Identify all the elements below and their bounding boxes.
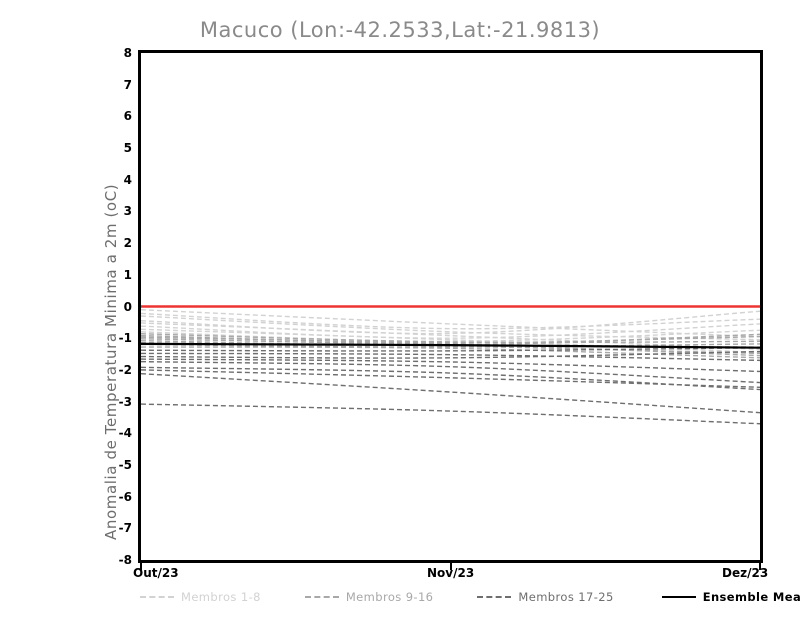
y-tick-label: -3 [118,394,132,409]
x-tick-mark [759,563,761,570]
legend-label: Membros 17-25 [518,590,614,604]
ensemble-member-line [141,348,760,351]
legend-label: Membros 9-16 [345,590,434,604]
legend-color-swatch [140,596,174,598]
y-tick-label: 3 [123,204,132,219]
x-tick-label: Out/23 [133,566,179,580]
ensemble-member-line [141,353,760,360]
ensemble-member-line [141,324,760,338]
ensemble-member-line [141,362,760,383]
plot-area [138,50,763,563]
ensemble-member-line [141,334,760,343]
y-tick-label: 6 [123,109,132,124]
y-tick-label: -6 [118,489,132,504]
x-tick-mark [449,563,452,570]
ensemble-member-line [141,313,760,328]
ensemble-member-line [141,404,760,424]
x-tick-label: Dez/23 [722,566,769,580]
ensemble-member-line [141,311,760,333]
chart-title: Macuco (Lon:-42.2533,Lat:-21.9813) [199,18,601,42]
legend-color-swatch [661,596,696,598]
ensemble-member-line [141,344,760,347]
ensemble-member-line [141,347,760,358]
series-canvas [141,53,760,560]
legend-color-swatch [477,596,512,598]
y-tick-label: -5 [118,457,132,472]
legend-color-swatch [304,596,339,598]
ensemble-member-line [141,330,760,341]
legend-item[interactable]: Membros 17-25 [477,590,613,604]
y-tick-label: 8 [123,46,132,60]
y-tick-label: -7 [118,521,132,536]
y-tick-label: 5 [123,141,132,156]
y-tick-label: -4 [118,426,132,441]
y-tick-label: -2 [118,362,132,377]
x-tick-mark [140,563,142,570]
y-tick-label: 7 [123,77,132,92]
legend-label: Membros 1-8 [181,590,261,604]
ensemble-member-line [141,351,760,358]
legend-item[interactable]: Membros 9-16 [304,590,434,604]
ensemble-member-line [141,370,760,387]
y-tick-label: 2 [123,236,132,251]
ensemble-member-line [141,374,760,413]
legend-item[interactable]: Ensemble Mean [661,590,800,604]
ensemble-member-line [141,359,760,371]
y-tick-label: -1 [118,331,132,346]
legend-item[interactable]: Membros 1-8 [140,590,261,604]
ensemble-mean-line [141,344,760,348]
ensemble-member-line [141,336,760,343]
y-tick-label: 0 [123,299,132,314]
plot-inner [141,53,760,560]
chart-legend: Membros 1-8 Membros 9-16 Membros 17-25 Ense… [140,588,800,606]
ensemble-member-line [141,329,760,352]
y-tick-label: 4 [123,172,132,187]
y-tick-label: -8 [118,553,132,567]
y-tick-label: 1 [123,267,132,282]
x-tick-label: Nov/23 [427,566,475,580]
ensemble-member-line [141,334,760,345]
legend-label: Ensemble Mean [702,590,800,604]
